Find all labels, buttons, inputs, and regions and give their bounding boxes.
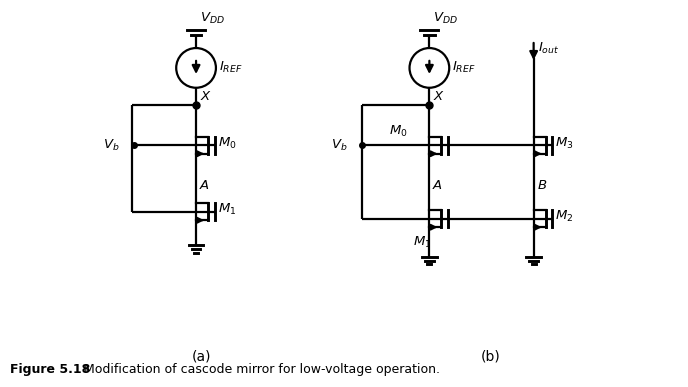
Text: (a): (a) [191,350,211,364]
Text: $I_{REF}$: $I_{REF}$ [452,60,476,75]
Text: $M_2$: $M_2$ [555,209,574,224]
Text: $A$: $A$ [432,179,443,192]
Text: Modification of cascode mirror for low-voltage operation.: Modification of cascode mirror for low-v… [72,363,440,376]
Text: $V_{DD}$: $V_{DD}$ [200,11,225,26]
Text: $M_1$: $M_1$ [413,235,431,250]
Text: $I_{REF}$: $I_{REF}$ [219,60,243,75]
Text: $M_0$: $M_0$ [389,124,407,139]
Text: Figure 5.18: Figure 5.18 [10,363,91,376]
Text: $M_3$: $M_3$ [555,136,574,151]
Text: $M_0$: $M_0$ [218,136,237,151]
Text: $V_{DD}$: $V_{DD}$ [433,11,458,26]
Text: $I_{out}$: $I_{out}$ [537,41,559,56]
Text: $X$: $X$ [433,90,445,103]
Text: $B$: $B$ [537,179,547,192]
Text: (b): (b) [481,350,501,364]
Text: $X$: $X$ [200,90,212,103]
Text: $V_b$: $V_b$ [332,138,348,153]
Text: $M_1$: $M_1$ [218,202,237,217]
Text: $V_b$: $V_b$ [103,138,120,153]
Text: $A$: $A$ [199,179,210,192]
